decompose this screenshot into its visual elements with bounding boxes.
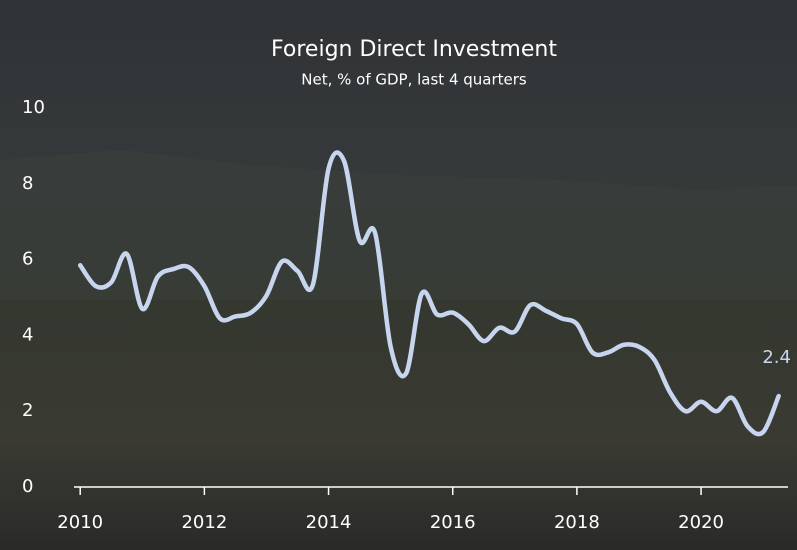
x-tick-label: 2012: [181, 512, 227, 533]
x-tick-label: 2010: [57, 512, 103, 533]
y-tick-label: 10: [22, 97, 45, 118]
y-tick-label: 2: [22, 400, 33, 421]
chart: Foreign Direct Investment Net, % of GDP,…: [0, 0, 797, 550]
y-tick-label: 6: [22, 249, 33, 270]
y-tick-label: 0: [22, 476, 33, 497]
x-tick-label: 2020: [678, 512, 724, 533]
x-tick-label: 2014: [306, 512, 352, 533]
x-tick-label: 2016: [430, 512, 476, 533]
chart-subtitle: Net, % of GDP, last 4 quarters: [301, 71, 527, 89]
y-tick-label: 4: [22, 324, 33, 345]
y-tick-label: 8: [22, 173, 33, 194]
chart-title: Foreign Direct Investment: [271, 37, 557, 62]
x-tick-label: 2018: [554, 512, 600, 533]
end-value-label: 2.4: [762, 347, 791, 368]
